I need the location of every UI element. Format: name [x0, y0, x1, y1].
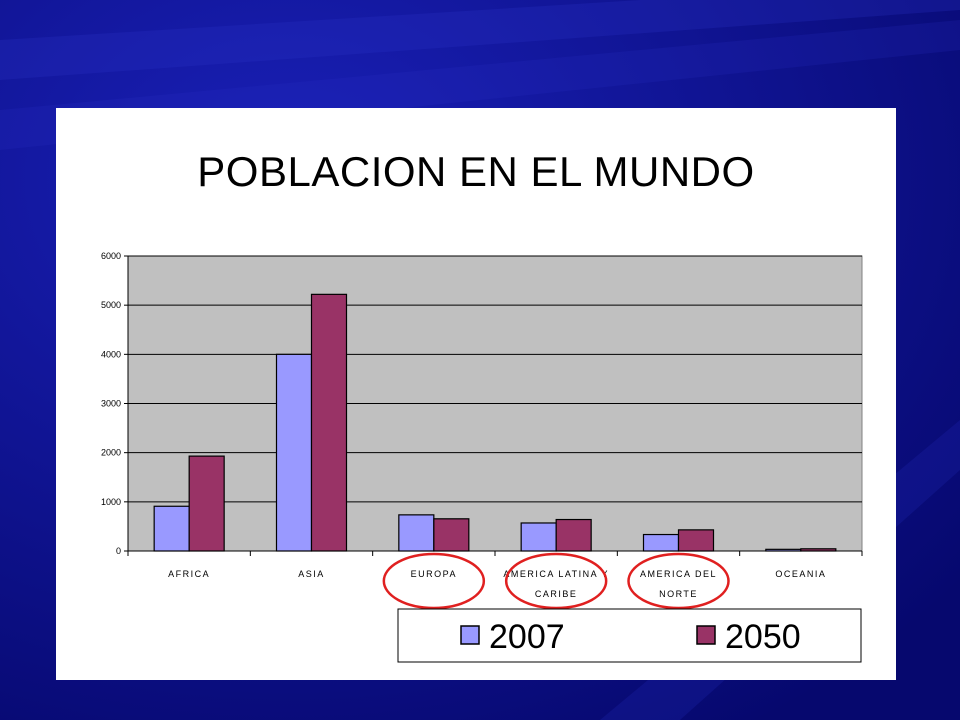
y-tick-label: 0 [116, 546, 121, 556]
bar-2050-1 [310, 293, 348, 552]
y-tick-label: 5000 [101, 300, 121, 310]
highlight-circle [627, 552, 730, 610]
bar-chart: 0 1000 2000 3000 4000 5000 6000 AFRICA ASIA EURO… [101, 251, 863, 663]
bar-2007-4 [642, 533, 680, 552]
x-category-label: NORTE [659, 589, 698, 599]
bar-2050-0 [188, 455, 225, 552]
highlight-circle [382, 552, 486, 610]
highlight-circle [504, 552, 608, 610]
legend-label-2050: 2050 [725, 618, 801, 656]
x-category-label: AMERICA LATINA Y [503, 569, 609, 579]
y-tick-label: 2000 [101, 448, 121, 458]
y-tick-label: 4000 [101, 349, 121, 359]
bar-2007-3 [520, 522, 557, 552]
bar-2007-1 [275, 353, 313, 552]
bar-2050-3 [555, 518, 592, 552]
x-category-label: AMERICA DEL [640, 569, 717, 579]
bar-2050-2 [433, 518, 470, 552]
y-tick-label: 6000 [101, 251, 121, 261]
legend-label-2007: 2007 [489, 618, 565, 656]
x-category-label: OCEANIA [775, 569, 826, 579]
bar-2050-4 [677, 529, 715, 552]
x-category-label: ASIA [298, 569, 325, 579]
slide-content-card: POBLACION EN EL MUNDO 0 1000 2000 3000 4000 5… [56, 108, 896, 680]
x-category-label: CARIBE [535, 589, 578, 599]
legend-swatch-2050 [696, 625, 716, 645]
slide-title: POBLACION EN EL MUNDO [197, 148, 755, 195]
bar-2007-0 [153, 505, 190, 552]
x-category-label: AFRICA [168, 569, 210, 579]
y-tick-label: 3000 [101, 399, 121, 409]
y-tick-label: 1000 [101, 497, 121, 507]
x-category-label: EUROPA [411, 569, 457, 579]
legend-swatch-2007 [460, 625, 480, 645]
bar-2007-2 [398, 514, 435, 552]
